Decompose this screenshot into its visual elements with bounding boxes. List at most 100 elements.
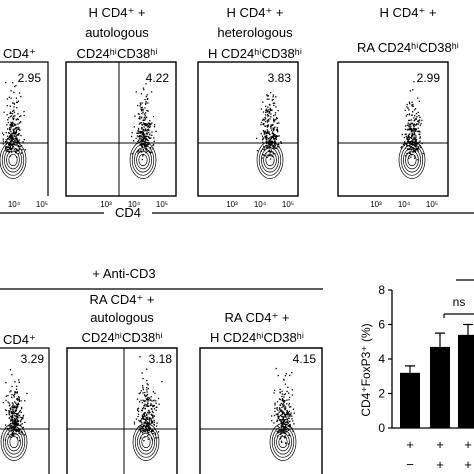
- event-dot: [16, 415, 18, 418]
- event-dot: [141, 142, 143, 145]
- event-dot: [18, 153, 20, 155]
- event-dot: [146, 110, 148, 112]
- event-dot: [409, 133, 411, 135]
- event-dot: [264, 125, 266, 127]
- event-dot: [150, 413, 152, 415]
- event-dot: [17, 406, 19, 408]
- event-dot: [290, 412, 292, 414]
- event-dot: [15, 123, 17, 126]
- event-dot: [271, 132, 273, 135]
- event-dot: [155, 130, 157, 133]
- event-dot: [413, 120, 415, 122]
- event-dot: [411, 144, 413, 146]
- bottom-panel-2-title-line-3: CD24ʰⁱCD38ʰⁱ: [81, 330, 162, 345]
- event-dot: [13, 117, 15, 119]
- event-dot: [270, 143, 273, 145]
- bottom-panel-1-percentage: 3.29: [21, 352, 45, 366]
- event-dot: [404, 142, 406, 145]
- event-dot: [143, 113, 145, 115]
- event-dot: [267, 115, 269, 117]
- event-dot: [15, 135, 17, 138]
- density-contour: [256, 141, 284, 179]
- event-dot: [13, 109, 15, 111]
- event-dot: [266, 95, 269, 97]
- event-dot: [14, 151, 17, 154]
- event-dot: [15, 392, 17, 394]
- event-dot: [148, 411, 150, 414]
- density-contour: [137, 429, 155, 455]
- event-dot: [140, 399, 142, 401]
- event-dot: [8, 143, 10, 146]
- event-dot: [12, 429, 14, 431]
- event-dot: [11, 431, 14, 433]
- event-dot: [140, 135, 142, 137]
- event-dot: [138, 419, 140, 422]
- event-dot: [408, 119, 410, 122]
- event-dot: [10, 136, 12, 138]
- event-dot: [24, 149, 26, 151]
- event-dot: [11, 125, 13, 127]
- event-dot: [140, 108, 142, 110]
- event-dot: [13, 396, 15, 398]
- event-dot: [131, 132, 133, 134]
- event-dot: [143, 133, 146, 135]
- event-dot: [285, 407, 287, 409]
- event-dot: [413, 127, 415, 129]
- event-dot: [269, 118, 271, 120]
- top-panel-4-events: [398, 81, 426, 179]
- event-dot: [11, 136, 13, 138]
- event-dot: [264, 135, 266, 137]
- event-dot: [144, 400, 146, 402]
- event-dot: [272, 147, 275, 149]
- event-dot: [403, 137, 406, 139]
- event-dot: [413, 128, 415, 130]
- event-dot: [12, 413, 15, 415]
- event-dot: [142, 136, 144, 138]
- event-dot: [136, 398, 139, 400]
- event-dot: [288, 402, 291, 405]
- event-dot: [271, 140, 273, 142]
- event-dot: [267, 118, 269, 121]
- event-dot: [418, 141, 420, 143]
- y-tick-label: 4: [378, 352, 385, 366]
- event-dot: [271, 415, 273, 417]
- event-dot: [15, 130, 18, 132]
- event-dot: [267, 130, 269, 132]
- event-dot: [276, 401, 279, 403]
- event-dot: [262, 119, 264, 121]
- event-dot: [15, 388, 18, 390]
- event-dot: [15, 402, 17, 404]
- tick-t4-1e3: 10³: [370, 200, 382, 209]
- event-dot: [18, 432, 20, 435]
- event-dot: [147, 422, 149, 424]
- event-dot: [414, 130, 416, 132]
- event-dot: [18, 149, 20, 151]
- event-dot: [16, 422, 18, 424]
- event-dot: [12, 409, 14, 411]
- event-dot: [7, 395, 9, 397]
- event-dot: [413, 81, 415, 83]
- event-dot: [287, 425, 289, 427]
- density-contour: [265, 153, 275, 167]
- event-dot: [7, 128, 9, 130]
- bottom-panel-2-percentage: 3.18: [149, 352, 173, 366]
- event-dot: [152, 143, 155, 146]
- event-dot: [277, 374, 279, 377]
- event-dot: [14, 381, 16, 383]
- event-dot: [7, 121, 9, 124]
- event-dot: [149, 399, 151, 401]
- event-dot: [415, 129, 417, 131]
- tick-t1-1e4: 10⁴: [8, 200, 21, 209]
- event-dot: [149, 417, 151, 419]
- event-dot: [282, 420, 284, 422]
- event-dot: [141, 140, 143, 142]
- event-dot: [276, 407, 278, 409]
- event-dot: [8, 147, 11, 149]
- event-dot: [147, 411, 149, 414]
- event-dot: [147, 110, 149, 112]
- tick-t2-1e3: 10³: [100, 200, 112, 209]
- event-dot: [145, 83, 147, 85]
- event-dot: [405, 143, 407, 145]
- event-dot: [14, 428, 16, 430]
- event-dot: [149, 137, 151, 140]
